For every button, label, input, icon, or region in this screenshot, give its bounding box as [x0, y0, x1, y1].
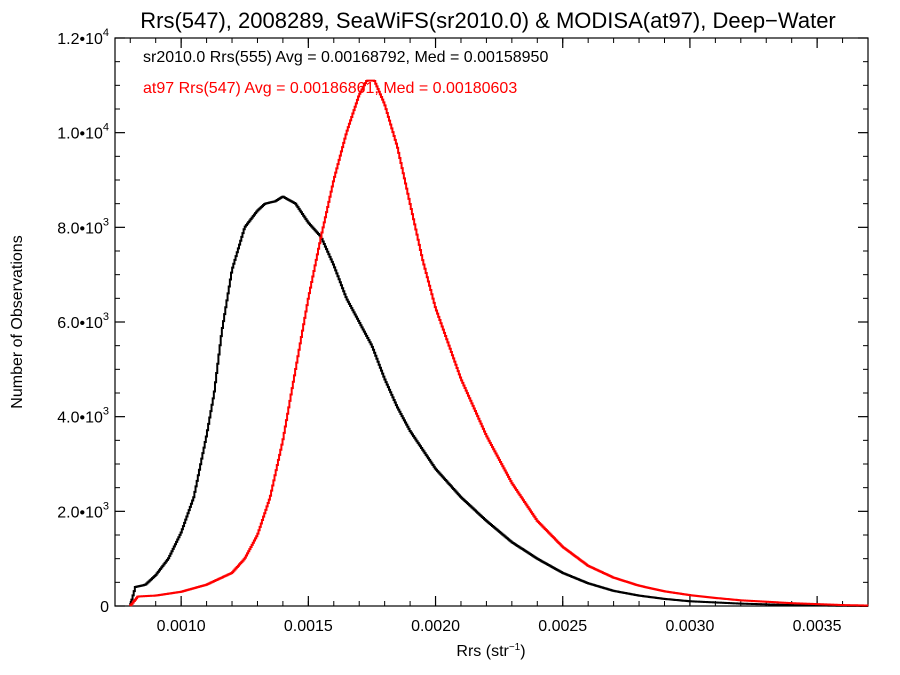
legend: sr2010.0 Rrs(555) Avg = 0.00168792, Med … [143, 49, 548, 97]
plot-frame [114, 37, 869, 607]
legend-entry-at97: at97 Rrs(547) Avg = 0.00186861, Med = 0.… [143, 80, 517, 97]
series-line-0 [129, 195, 869, 607]
y-axis: 0 2.0•103 4.0•103 6.0•103 8.0•103 1.0•104 1.2•… [57, 27, 868, 616]
y-axis-label: Number of Observations [9, 235, 26, 408]
chart-title: Rrs(547), 2008289, SeaWiFS(sr2010.0) & M… [140, 8, 836, 33]
x-tick-label: 0.0020 [411, 618, 460, 635]
y-tick-label: 8.0•103 [57, 216, 109, 237]
series-layer [129, 79, 869, 607]
series-line-1 [129, 79, 869, 607]
x-tick-label: 0.0025 [538, 618, 587, 635]
y-tick-label: 4.0•103 [57, 406, 109, 427]
y-tick-label: 6.0•103 [57, 311, 109, 332]
x-tick-label: 0.0015 [284, 618, 333, 635]
x-tick-label: 0.0035 [793, 618, 842, 635]
y-tick-label: 1.2•104 [57, 27, 109, 48]
x-axis: 0.0010 0.0015 0.0020 0.0025 0.0030 0.0035 [129, 38, 869, 635]
x-axis-label: Rrs (str−1) [456, 642, 525, 660]
x-tick-label: 0.0010 [157, 618, 206, 635]
y-tick-label: 0 [100, 599, 109, 616]
legend-entry-sr2010: sr2010.0 Rrs(555) Avg = 0.00168792, Med … [143, 49, 548, 66]
y-tick-label: 2.0•103 [57, 500, 109, 521]
x-tick-label: 0.0030 [665, 618, 714, 635]
y-tick-label: 1.0•104 [57, 122, 109, 143]
